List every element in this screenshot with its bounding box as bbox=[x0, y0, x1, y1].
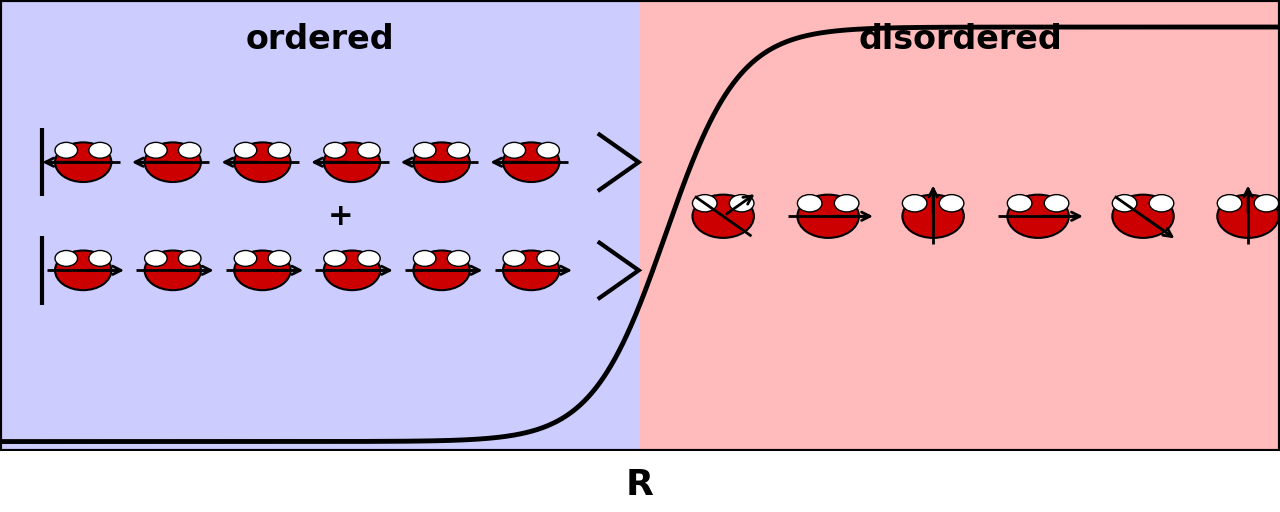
Circle shape bbox=[503, 250, 559, 290]
Bar bbox=[0, 0, 640, 451]
Circle shape bbox=[178, 142, 201, 158]
Circle shape bbox=[413, 142, 436, 158]
Circle shape bbox=[447, 250, 470, 266]
Circle shape bbox=[324, 142, 347, 158]
Circle shape bbox=[234, 142, 291, 182]
Circle shape bbox=[357, 142, 380, 158]
Circle shape bbox=[178, 250, 201, 266]
Circle shape bbox=[55, 142, 78, 158]
Text: R: R bbox=[626, 468, 654, 502]
Circle shape bbox=[88, 142, 111, 158]
Circle shape bbox=[536, 142, 559, 158]
Circle shape bbox=[692, 195, 717, 212]
Circle shape bbox=[55, 250, 78, 266]
Circle shape bbox=[55, 250, 111, 290]
Circle shape bbox=[234, 250, 257, 266]
Circle shape bbox=[145, 250, 201, 290]
Circle shape bbox=[835, 195, 859, 212]
Circle shape bbox=[536, 250, 559, 266]
Circle shape bbox=[413, 142, 470, 182]
Circle shape bbox=[940, 195, 964, 212]
Circle shape bbox=[234, 250, 291, 290]
Circle shape bbox=[324, 142, 380, 182]
Circle shape bbox=[503, 250, 526, 266]
Circle shape bbox=[413, 250, 470, 290]
Circle shape bbox=[145, 142, 168, 158]
Circle shape bbox=[413, 250, 436, 266]
Circle shape bbox=[1007, 195, 1069, 238]
Circle shape bbox=[1217, 195, 1279, 238]
Bar bbox=[640, 0, 1280, 451]
Text: ordered: ordered bbox=[246, 23, 394, 55]
Circle shape bbox=[357, 250, 380, 266]
Circle shape bbox=[447, 142, 470, 158]
Text: disordered: disordered bbox=[858, 23, 1062, 55]
Circle shape bbox=[730, 195, 754, 212]
Circle shape bbox=[1044, 195, 1069, 212]
Text: +: + bbox=[328, 202, 353, 231]
Circle shape bbox=[88, 250, 111, 266]
Circle shape bbox=[503, 142, 526, 158]
Circle shape bbox=[145, 142, 201, 182]
Circle shape bbox=[55, 142, 111, 182]
Circle shape bbox=[1149, 195, 1174, 212]
Circle shape bbox=[1007, 195, 1032, 212]
Circle shape bbox=[324, 250, 380, 290]
Circle shape bbox=[324, 250, 347, 266]
Circle shape bbox=[1254, 195, 1279, 212]
Circle shape bbox=[692, 195, 754, 238]
Circle shape bbox=[234, 142, 257, 158]
Circle shape bbox=[1112, 195, 1174, 238]
Circle shape bbox=[797, 195, 859, 238]
Circle shape bbox=[268, 250, 291, 266]
Circle shape bbox=[1217, 195, 1242, 212]
Circle shape bbox=[145, 250, 168, 266]
Circle shape bbox=[902, 195, 927, 212]
Circle shape bbox=[268, 142, 291, 158]
Circle shape bbox=[1112, 195, 1137, 212]
Circle shape bbox=[902, 195, 964, 238]
Circle shape bbox=[797, 195, 822, 212]
Circle shape bbox=[503, 142, 559, 182]
